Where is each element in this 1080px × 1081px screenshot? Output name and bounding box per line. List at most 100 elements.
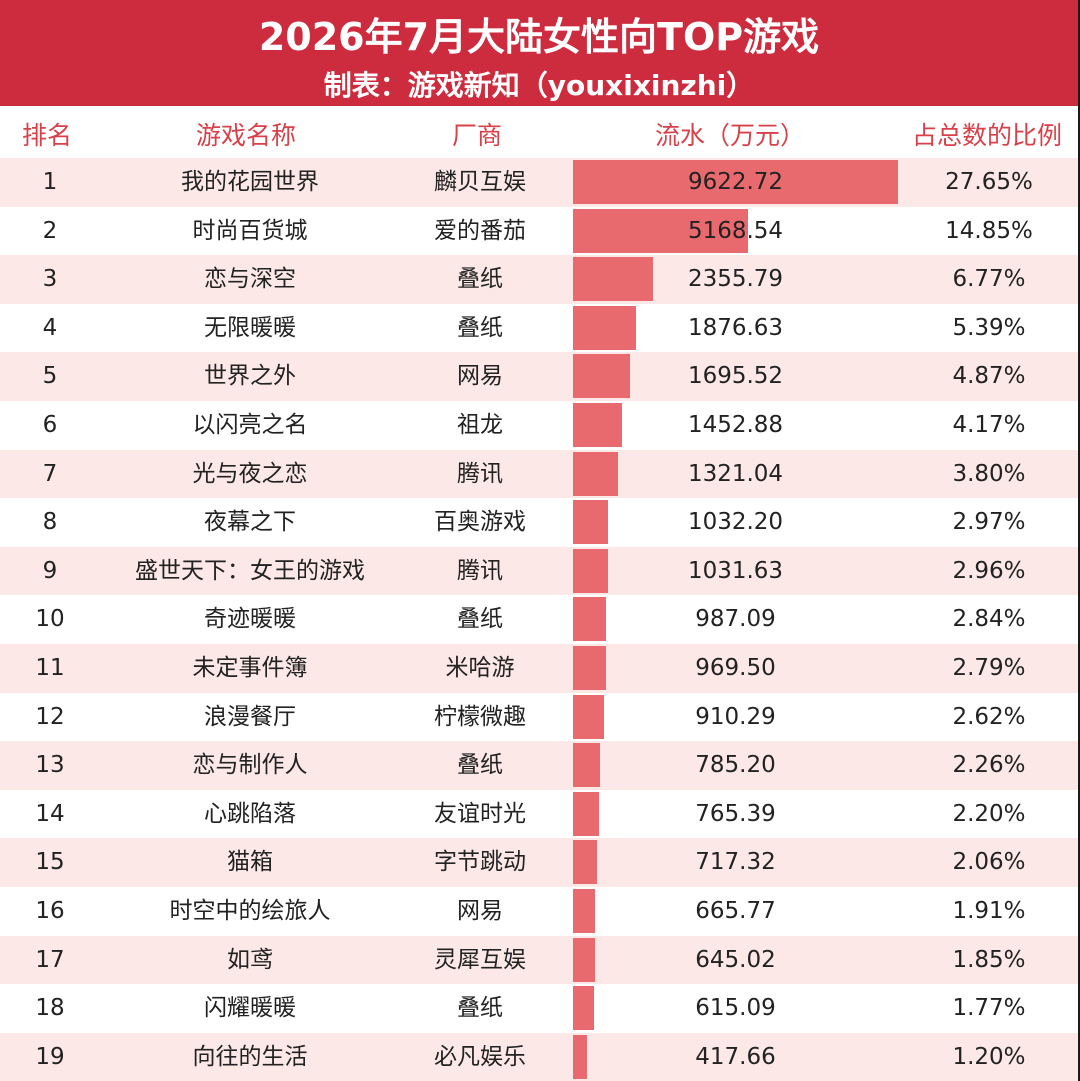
revenue-value-label: 1032.20 <box>687 509 784 536</box>
revenue-bar <box>573 160 898 204</box>
vendor-cell: 网易 <box>457 898 503 924</box>
vendor-cell: 字节跳动 <box>434 849 526 876</box>
table-row: 4 无限暖暖 叠纸 1876.63 5.39% <box>0 303 1078 353</box>
vendor-cell: 腾讯 <box>457 557 503 584</box>
vendor-cell: 必凡娱乐 <box>434 1043 526 1070</box>
revenue-value-label: 417.66 <box>695 1043 776 1070</box>
rank-cell: 11 <box>35 655 65 681</box>
vendor-cell: 友谊时光 <box>434 800 526 827</box>
share-cell: 1.85% <box>952 946 1026 973</box>
share-cell: 4.87% <box>952 363 1026 390</box>
table-row: 9 盛世天下：女王的游戏 腾讯 1031.63 2.96% <box>0 546 1078 596</box>
share-cell: 2.20% <box>952 800 1026 827</box>
revenue-value-label: 1695.52 <box>687 363 784 390</box>
game-name-cell: 光与夜之恋 <box>192 460 308 487</box>
game-name-cell: 未定事件簿 <box>192 655 308 681</box>
column-header-share: 占总数的比例 <box>912 121 1063 150</box>
share-cell: 2.79% <box>952 655 1026 681</box>
rank-cell: 10 <box>35 606 65 633</box>
revenue-value-label: 1031.63 <box>687 557 784 584</box>
vendor-cell: 爱的番茄 <box>434 217 526 244</box>
game-name-cell: 无限暖暖 <box>204 314 296 341</box>
rank-cell: 2 <box>42 217 58 244</box>
vendor-cell: 米哈游 <box>445 655 515 681</box>
revenue-bar <box>573 257 653 302</box>
rank-cell: 17 <box>35 946 65 973</box>
revenue-bar <box>573 889 596 933</box>
share-cell: 2.62% <box>952 703 1026 730</box>
share-cell: 2.84% <box>952 606 1026 633</box>
revenue-value-label: 1876.63 <box>687 314 784 341</box>
revenue-bar <box>573 743 600 788</box>
rank-cell: 7 <box>42 460 58 487</box>
revenue-bar <box>573 986 594 1031</box>
revenue-value-label: 987.09 <box>695 606 776 633</box>
revenue-value-label: 785.20 <box>695 752 776 779</box>
table-row: 19 向往的生活 必凡娱乐 417.66 1.20% <box>0 1032 1078 1081</box>
revenue-value-label: 665.77 <box>695 898 776 924</box>
rank-cell: 9 <box>42 557 58 584</box>
vendor-cell: 灵犀互娱 <box>434 946 526 973</box>
table-row: 8 夜幕之下 百奥游戏 1032.20 2.97% <box>0 498 1078 547</box>
revenue-bar <box>573 451 618 496</box>
vendor-cell: 百奥游戏 <box>434 509 526 536</box>
game-name-cell: 如鸢 <box>227 946 273 973</box>
revenue-value-label: 645.02 <box>695 946 776 973</box>
game-name-cell: 时空中的绘旅人 <box>169 898 331 924</box>
header-banner: 2026年7月大陆女性向TOP游戏 制表：游戏新知（youxixinzhi） <box>0 0 1078 106</box>
game-name-cell: 猫箱 <box>227 849 273 876</box>
share-cell: 1.20% <box>952 1043 1026 1070</box>
vendor-cell: 腾讯 <box>457 460 503 487</box>
game-name-cell: 盛世天下：女王的游戏 <box>135 557 365 584</box>
revenue-bar <box>573 597 607 642</box>
share-cell: 2.26% <box>952 752 1026 779</box>
rank-cell: 19 <box>35 1043 65 1070</box>
column-header-vendor: 厂商 <box>452 121 503 150</box>
vendor-cell: 祖龙 <box>457 412 503 438</box>
game-name-cell: 奇迹暖暖 <box>204 606 296 633</box>
game-name-cell: 闪耀暖暖 <box>204 995 296 1022</box>
rank-cell: 18 <box>35 995 65 1022</box>
revenue-value-label: 5168.54 <box>687 217 784 244</box>
table-row: 7 光与夜之恋 腾讯 1321.04 3.80% <box>0 449 1078 499</box>
table-row: 10 奇迹暖暖 叠纸 987.09 2.84% <box>0 595 1078 644</box>
column-header-name: 游戏名称 <box>196 121 297 150</box>
revenue-value-label: 969.50 <box>695 655 776 681</box>
share-cell: 2.06% <box>952 849 1026 876</box>
revenue-bar <box>573 937 595 982</box>
revenue-bar <box>573 305 637 350</box>
revenue-bar <box>573 1034 588 1079</box>
game-name-cell: 我的花园世界 <box>181 169 319 195</box>
rank-cell: 4 <box>42 314 58 341</box>
vendor-cell: 麟贝互娱 <box>434 169 526 195</box>
table-row: 14 心跳陷落 友谊时光 765.39 2.20% <box>0 789 1078 839</box>
revenue-value-label: 717.32 <box>695 849 776 876</box>
table-row: 3 恋与深空 叠纸 2355.79 6.77% <box>0 255 1078 304</box>
vendor-cell: 叠纸 <box>457 606 503 633</box>
rank-cell: 13 <box>35 752 65 779</box>
table-row: 16 时空中的绘旅人 网易 665.77 1.91% <box>0 887 1078 936</box>
share-cell: 1.91% <box>952 898 1026 924</box>
table-row: 18 闪耀暖暖 叠纸 615.09 1.77% <box>0 984 1078 1033</box>
share-cell: 14.85% <box>945 217 1033 244</box>
game-name-cell: 恋与制作人 <box>192 752 308 779</box>
rank-cell: 12 <box>35 703 65 730</box>
page-subtitle: 制表：游戏新知（youxixinzhi） <box>323 69 755 102</box>
revenue-bar <box>573 403 623 447</box>
game-name-cell: 心跳陷落 <box>204 800 296 827</box>
rank-cell: 14 <box>35 800 65 827</box>
rank-cell: 16 <box>35 898 65 924</box>
revenue-bar <box>573 646 606 690</box>
game-name-cell: 向往的生活 <box>192 1043 308 1070</box>
rank-cell: 15 <box>35 849 65 876</box>
revenue-value-label: 2355.79 <box>687 266 784 293</box>
vendor-cell: 柠檬微趣 <box>434 703 526 730</box>
rank-cell: 5 <box>42 363 58 390</box>
rank-cell: 6 <box>42 412 58 438</box>
revenue-value-label: 1321.04 <box>687 460 784 487</box>
vendor-cell: 网易 <box>457 363 503 390</box>
share-cell: 5.39% <box>952 314 1026 341</box>
column-header-revenue: 流水（万元） <box>655 121 806 150</box>
revenue-bar <box>573 354 631 399</box>
